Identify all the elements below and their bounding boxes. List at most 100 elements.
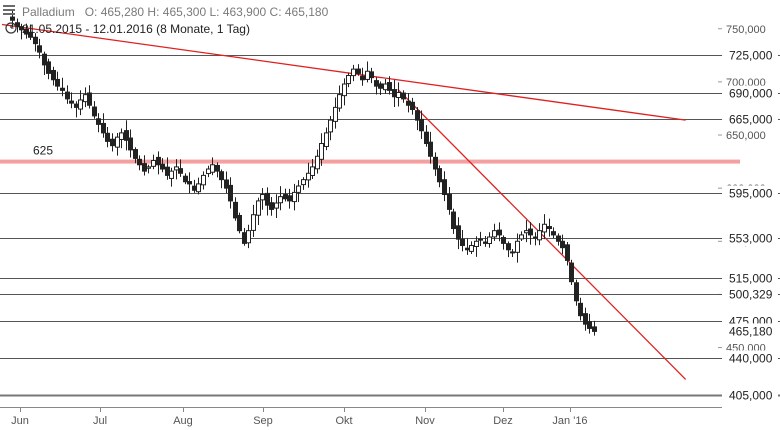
menu-icon[interactable] bbox=[3, 4, 17, 16]
candle-body bbox=[101, 122, 106, 134]
candle-body bbox=[224, 179, 229, 189]
candle-body bbox=[537, 230, 542, 241]
candle-body bbox=[283, 194, 288, 200]
candle-body bbox=[124, 130, 129, 141]
candle-body bbox=[215, 164, 220, 172]
level-label: 515,000 bbox=[729, 272, 773, 286]
candle-body bbox=[287, 195, 292, 202]
candle-body bbox=[456, 225, 461, 240]
candle-body bbox=[492, 230, 497, 238]
candle-body bbox=[15, 22, 20, 28]
candle-body bbox=[528, 228, 533, 236]
candle-body bbox=[515, 240, 520, 253]
candle-body bbox=[174, 166, 179, 171]
y-tick-label: 750,000 bbox=[726, 24, 766, 36]
candle-body bbox=[146, 166, 151, 169]
candle-body bbox=[228, 184, 233, 202]
candle-body bbox=[310, 166, 315, 176]
candle-body bbox=[424, 131, 429, 145]
instrument-name: Palladium bbox=[22, 5, 75, 19]
candle-body bbox=[196, 183, 201, 193]
trendline-1[interactable] bbox=[1, 23, 686, 121]
level-label: 405,000 bbox=[729, 389, 773, 403]
candle-body bbox=[296, 185, 301, 193]
last-price-label: 465,180 bbox=[729, 324, 773, 338]
candle-body bbox=[51, 69, 56, 81]
candle-body bbox=[115, 136, 120, 148]
candle-body bbox=[342, 83, 347, 97]
candle-body bbox=[237, 214, 242, 232]
candle-body bbox=[87, 92, 92, 106]
candle-body bbox=[156, 156, 161, 166]
candle-body bbox=[256, 200, 261, 216]
period-label: 21.05.2015 - 12.01.2016 (8 Monate, 1 Tag… bbox=[22, 22, 250, 36]
candle-body bbox=[487, 236, 492, 245]
candle-body bbox=[37, 45, 42, 53]
candle-body bbox=[206, 168, 211, 175]
x-tick-label: Jun bbox=[11, 415, 29, 427]
candle-body bbox=[519, 234, 524, 240]
candle-body bbox=[65, 91, 70, 100]
candle-body bbox=[574, 282, 579, 302]
candle-body bbox=[501, 237, 506, 244]
level-label-bg bbox=[722, 185, 778, 202]
level-label-bg bbox=[722, 286, 778, 303]
candle-body bbox=[278, 196, 283, 204]
candle-body bbox=[251, 214, 256, 231]
level-label: 690,000 bbox=[729, 87, 773, 101]
candle-body bbox=[242, 232, 247, 244]
candle-body bbox=[110, 138, 115, 147]
candle-body bbox=[406, 100, 411, 106]
candle-body bbox=[160, 163, 165, 170]
candle-body bbox=[387, 82, 392, 91]
candle-body bbox=[351, 68, 356, 77]
candle-body bbox=[569, 262, 574, 283]
candle-body bbox=[524, 230, 529, 234]
candle-body bbox=[55, 78, 60, 87]
candle-body bbox=[42, 53, 47, 66]
candle-body bbox=[28, 31, 33, 38]
x-tick-label: Dez bbox=[493, 415, 513, 427]
level-label-bg bbox=[722, 230, 778, 247]
candle-body bbox=[565, 244, 570, 261]
candle-body bbox=[506, 243, 511, 251]
candle-body bbox=[24, 28, 29, 35]
candle-body bbox=[356, 68, 361, 74]
clock-icon bbox=[5, 22, 17, 34]
x-tick-label: Okt bbox=[335, 415, 352, 427]
level-label-bg bbox=[722, 387, 778, 404]
candle-body bbox=[137, 158, 142, 166]
level-label: 665,000 bbox=[729, 113, 773, 127]
candle-body bbox=[401, 92, 406, 100]
level-label-bg bbox=[722, 47, 778, 64]
candle-body bbox=[92, 106, 97, 117]
candle-body bbox=[556, 235, 561, 242]
candle-body bbox=[383, 83, 388, 91]
candle-body bbox=[415, 110, 420, 121]
candle-body bbox=[583, 313, 588, 325]
level-label: 725,000 bbox=[729, 49, 773, 63]
candle-body bbox=[169, 170, 174, 179]
candle-body bbox=[465, 247, 470, 251]
candle-body bbox=[419, 118, 424, 132]
candle-body bbox=[292, 191, 297, 203]
candle-body bbox=[133, 149, 138, 159]
candle-body bbox=[560, 240, 565, 249]
candle-body bbox=[210, 164, 215, 173]
candle-body bbox=[360, 75, 365, 81]
candle-body bbox=[60, 87, 65, 91]
x-tick-label: Aug bbox=[173, 415, 193, 427]
candle-body bbox=[151, 160, 156, 167]
candle-body bbox=[442, 179, 447, 196]
candle-body bbox=[433, 156, 438, 170]
candle-body bbox=[328, 119, 333, 133]
candle-body bbox=[301, 179, 306, 186]
x-tick-label: Sep bbox=[253, 415, 273, 427]
candle-body bbox=[78, 99, 83, 110]
candle-body bbox=[269, 202, 274, 210]
candle-body bbox=[96, 118, 101, 125]
candle-body bbox=[474, 240, 479, 247]
level-label: 500,329 bbox=[729, 288, 773, 302]
x-tick-label: Jul bbox=[93, 415, 107, 427]
